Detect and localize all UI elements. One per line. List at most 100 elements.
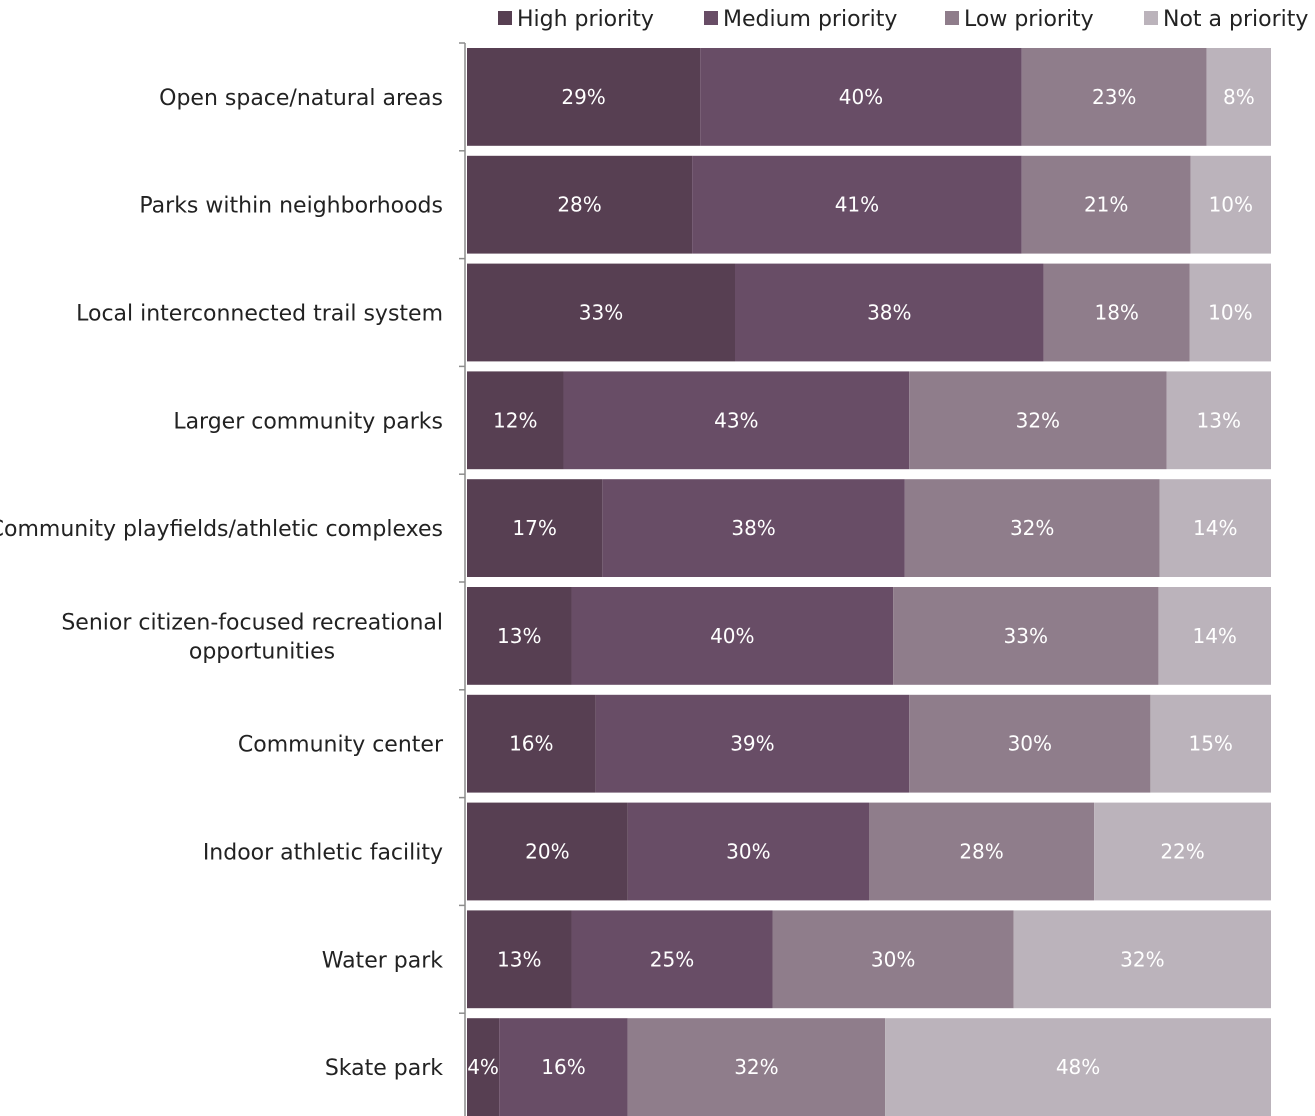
category-label: Community playfields/athletic complexes [0, 517, 443, 542]
data-label: 32% [734, 1055, 778, 1079]
bar-segment [467, 155, 693, 254]
data-label: 4% [467, 1055, 499, 1079]
data-label: 15% [1188, 732, 1232, 756]
data-label: 8% [1223, 85, 1255, 109]
data-label: 30% [1008, 732, 1052, 756]
data-label: 17% [512, 516, 556, 540]
bar-segment [571, 910, 773, 1009]
bar-segment [563, 371, 910, 470]
bar-segment [885, 1018, 1271, 1116]
data-label: 13% [497, 947, 541, 971]
bar-segment [692, 155, 1022, 254]
data-label: 28% [959, 840, 1003, 864]
bar-segment [467, 802, 628, 901]
bar-segment [467, 371, 564, 470]
bar-segment [1158, 587, 1271, 685]
data-label: 32% [1120, 947, 1164, 971]
data-label: 38% [867, 301, 911, 325]
legend-swatch [1144, 11, 1158, 25]
bar-segment [1021, 48, 1207, 146]
bar-segment [467, 694, 596, 793]
data-label: 29% [561, 85, 605, 109]
bar-segment [571, 587, 894, 685]
data-label: 33% [1004, 624, 1048, 648]
legend-label: Not a priority [1163, 7, 1308, 32]
data-label: 40% [839, 85, 883, 109]
bar-segment [627, 802, 869, 901]
legend-label: Low priority [964, 7, 1094, 32]
data-label: 32% [1010, 516, 1054, 540]
data-label: 12% [493, 408, 537, 432]
legend-swatch [945, 11, 959, 25]
category-label: Indoor athletic facility [203, 841, 443, 866]
category-label: Water park [322, 948, 444, 973]
data-label: 40% [710, 624, 754, 648]
bar-segment [772, 910, 1014, 1009]
legend-swatch [704, 11, 718, 25]
bar-segment [1043, 263, 1190, 362]
bar-segment [467, 479, 603, 577]
data-label: 30% [726, 840, 770, 864]
data-label: 10% [1208, 301, 1252, 325]
data-label: 10% [1209, 193, 1253, 217]
bar-segment [1159, 479, 1271, 577]
bar-segment [595, 694, 910, 793]
legend-label: High priority [517, 7, 654, 32]
bar-segment [467, 1018, 500, 1116]
bar-segment [467, 910, 572, 1009]
category-label: Senior citizen-focused recreational oppor… [61, 610, 443, 664]
data-label: 20% [525, 840, 569, 864]
data-label: 32% [1016, 408, 1060, 432]
bar-segment [869, 802, 1095, 901]
bar-segment [1021, 155, 1191, 254]
data-label: 13% [1197, 408, 1241, 432]
data-label: 38% [731, 516, 775, 540]
bar-segment [909, 694, 1151, 793]
bars: 29% 40% 23% 8% 28% 41% 21% 10% 33% 38% 18% 10% 12% 43… [467, 48, 1271, 1116]
data-label: 16% [509, 732, 553, 756]
bar-segment [1190, 155, 1271, 254]
bar-segment [467, 48, 701, 146]
category-label: Community center [238, 733, 444, 758]
data-label: 22% [1160, 840, 1204, 864]
category-label: Skate park [325, 1056, 443, 1081]
data-label: 14% [1192, 624, 1236, 648]
legend-label: Medium priority [723, 7, 897, 32]
bar-segment [904, 479, 1160, 577]
bar-segment [1013, 910, 1271, 1009]
data-label: 16% [541, 1055, 585, 1079]
bar-segment [627, 1018, 886, 1116]
data-label: 25% [650, 947, 694, 971]
bar-segment [893, 587, 1159, 685]
bar-segment [467, 263, 735, 362]
data-label: 48% [1056, 1055, 1100, 1079]
bar-segment [467, 587, 572, 685]
data-label: 13% [497, 624, 541, 648]
category-label: Open space/natural areas [159, 86, 443, 111]
legend: High priority Medium priority Low priority… [498, 7, 1308, 32]
category-label: Larger community parks [173, 409, 443, 434]
data-label: 18% [1094, 301, 1138, 325]
data-label: 21% [1084, 193, 1128, 217]
bar-segment [602, 479, 905, 577]
data-label: 23% [1092, 85, 1136, 109]
data-label: 43% [714, 408, 758, 432]
data-label: 41% [835, 193, 879, 217]
bar-segment [1166, 371, 1271, 470]
data-label: 39% [730, 732, 774, 756]
bar-segment [1206, 48, 1271, 146]
bar-segment [1150, 694, 1271, 793]
bar-segment [735, 263, 1044, 362]
data-label: 30% [871, 947, 915, 971]
bar-segment [499, 1018, 628, 1116]
data-label: 33% [579, 301, 623, 325]
data-label: 28% [557, 193, 601, 217]
legend-swatch [498, 11, 512, 25]
bar-segment [700, 48, 1022, 146]
bar-segment [1189, 263, 1271, 362]
category-label: Local interconnected trail system [76, 302, 443, 327]
bar-segment [909, 371, 1167, 470]
bar-segment [1094, 802, 1271, 901]
category-axis: Open space/natural areas Parks within nei… [0, 42, 466, 1116]
